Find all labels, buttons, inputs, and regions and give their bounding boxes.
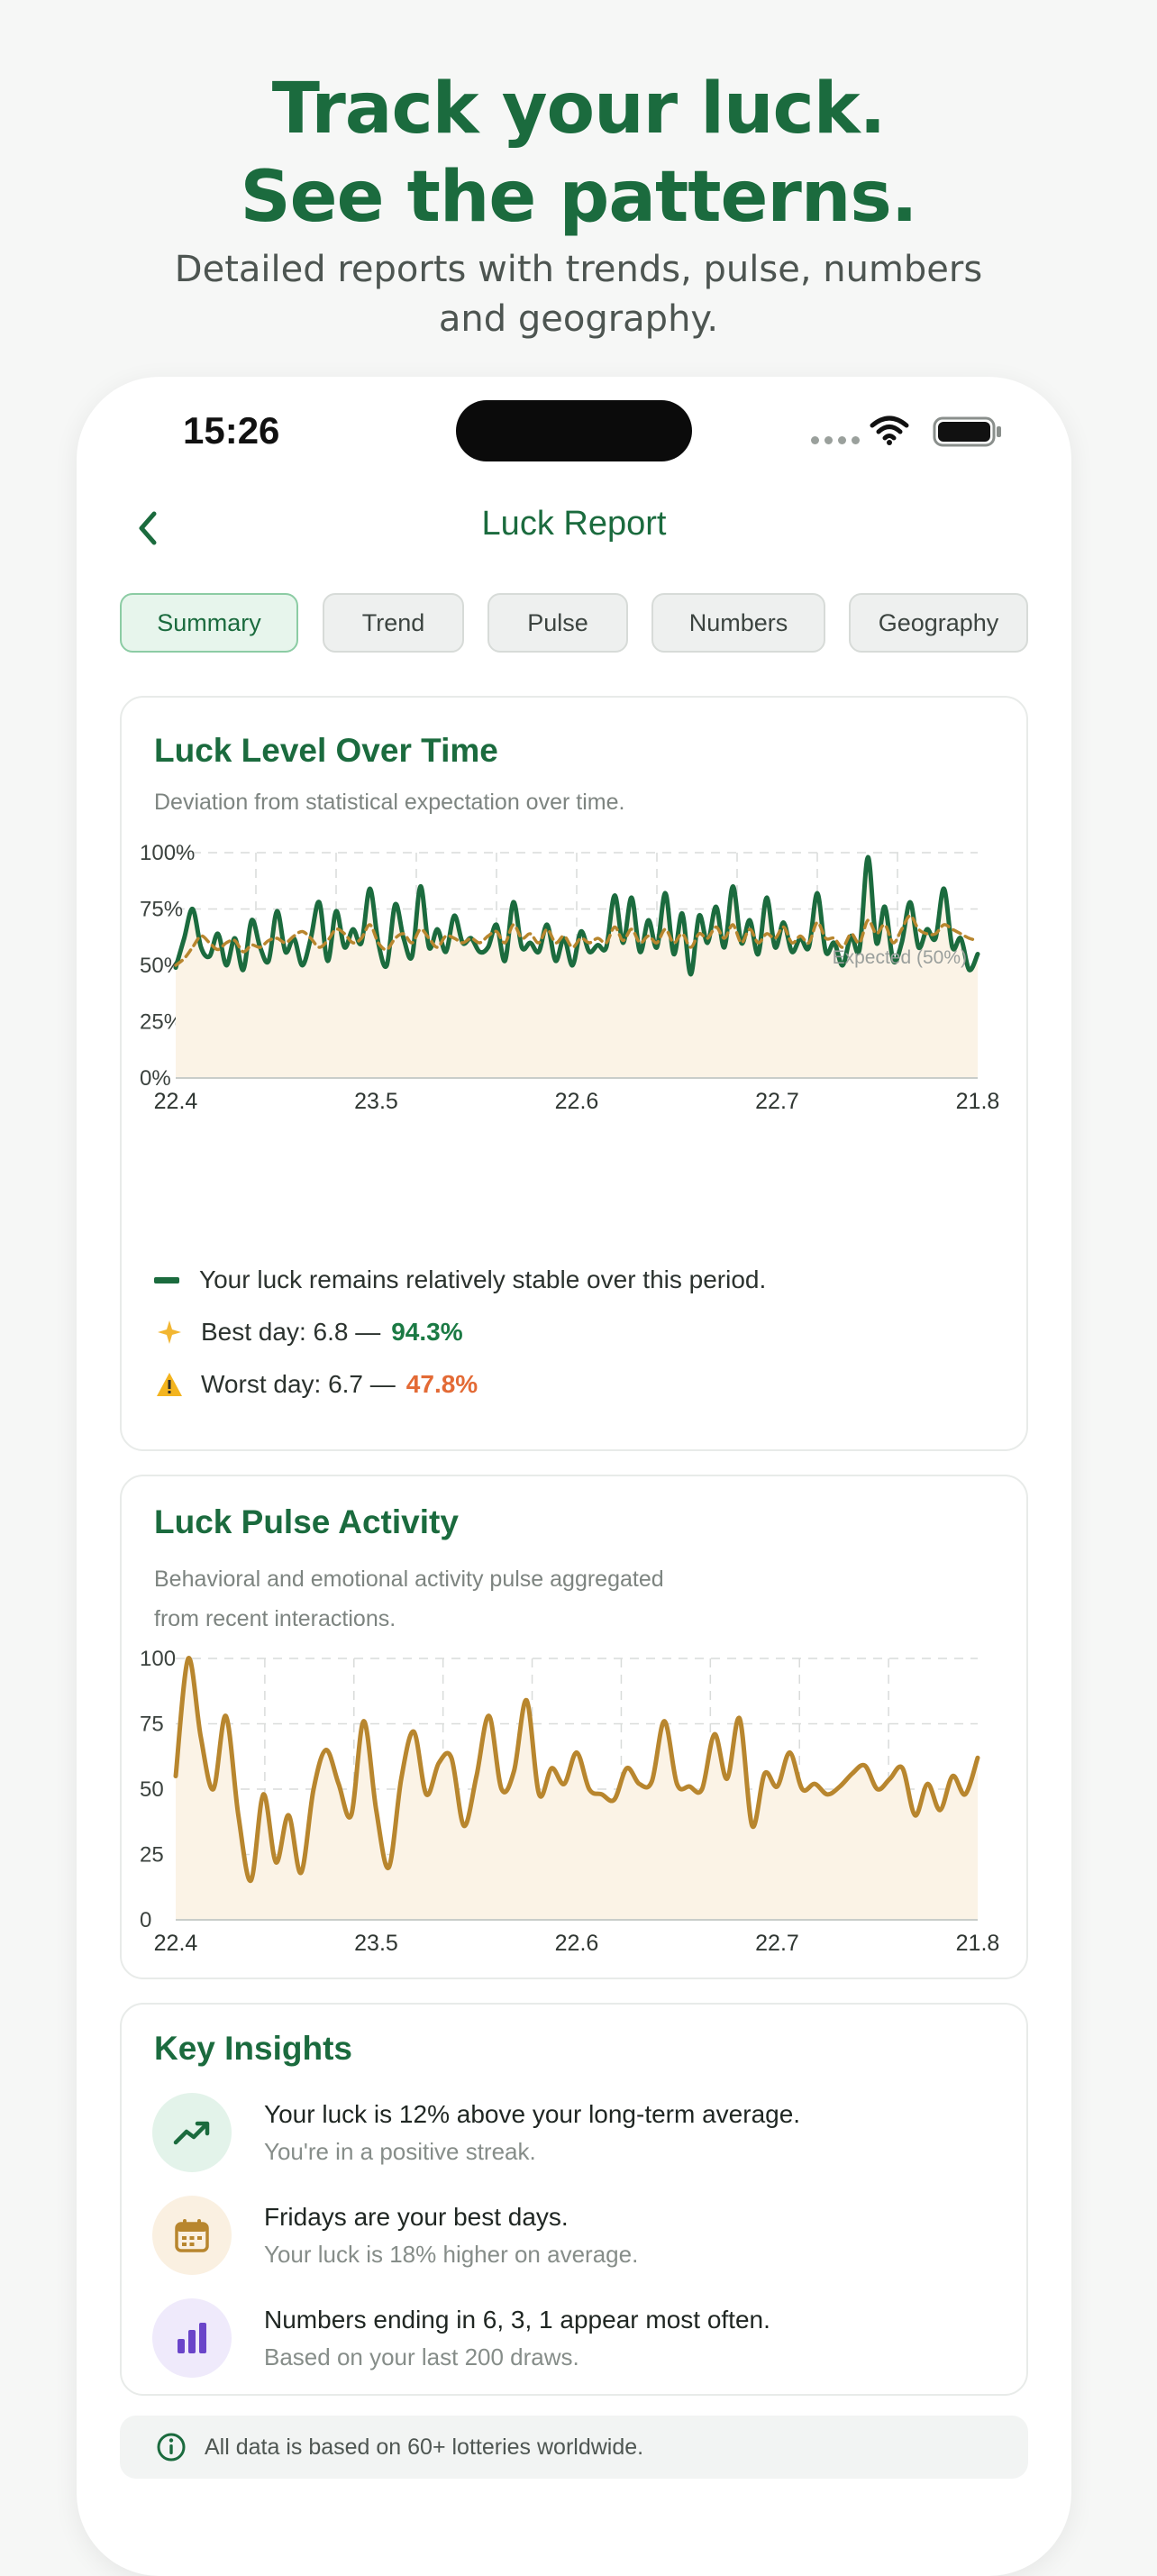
luck-pulse-chart: 0 25 50 75 100 22.4 23.5 22.6 22.7 21.8 [140,1647,1000,1956]
best-day-row: Best day: 6.8 — 94.3% [154,1318,463,1347]
x-tick-label: 21.8 [956,1089,1000,1114]
worst-day-row: Worst day: 6.7 — 47.8% [154,1370,478,1399]
area-fill [176,1658,978,1920]
insight-title: Numbers ending in 6, 3, 1 appear most of… [264,2306,770,2334]
hero-subtitle: Detailed reports with trends, pulse, num… [0,245,1157,344]
card-title: Luck Level Over Time [154,732,498,769]
legend-text: Your luck remains relatively stable over… [199,1265,767,1293]
x-tick-label: 22.7 [755,1089,799,1114]
footer-note: All data is based on 60+ lotteries world… [120,2416,1028,2479]
phone-frame: 15:26 Luck Report Summary Trend Pulse Nu… [77,377,1071,2576]
bar-chart-icon [152,2298,232,2378]
x-tick-label: 22.6 [555,1931,599,1956]
insight-desc: Based on your last 200 draws. [264,2343,579,2370]
x-tick-label: 22.4 [154,1931,198,1956]
x-tick-label: 22.4 [154,1089,198,1114]
insight-desc: Your luck is 18% higher on average. [264,2241,639,2268]
warning-icon [154,1371,185,1398]
tab-pulse[interactable]: Pulse [487,593,628,653]
tab-trend[interactable]: Trend [323,593,464,653]
y-tick-label: 75% [140,898,183,922]
x-tick-label: 21.8 [956,1931,1000,1956]
sparkle-star-icon [154,1319,185,1346]
wifi-icon [870,416,909,445]
insight-title: Fridays are your best days. [264,2203,569,2231]
y-tick-label: 50 [140,1777,164,1802]
hero-subtitle-line1: Detailed reports with trends, pulse, num… [174,249,983,290]
chevron-left-icon[interactable] [122,501,176,555]
hero-title-line1: Track your luck. [271,69,887,150]
card-subtitle: Deviation from statistical expectation o… [154,790,625,815]
card-subtitle: Behavioral and emotional activity pulse … [154,1559,664,1639]
footer-text: All data is based on 60+ lotteries world… [205,2434,644,2460]
legend-swatch [154,1276,179,1283]
hero-subtitle-line2: and geography. [438,298,719,340]
card-subtitle-line1: Behavioral and emotional activity pulse … [154,1567,664,1592]
insight-item[interactable]: Fridays are your best days. Your luck is… [152,2196,638,2275]
luck-legend: Your luck remains relatively stable over… [154,1265,766,1294]
signal-dots-icon [811,436,860,444]
y-tick-label: 100 [140,1647,176,1671]
tab-summary[interactable]: Summary [120,593,298,653]
x-tick-label: 22.6 [555,1089,599,1114]
tab-numbers[interactable]: Numbers [651,593,825,653]
insight-desc: You're in a positive streak. [264,2138,536,2165]
insight-item[interactable]: Your luck is 12% above your long-term av… [152,2093,800,2172]
worst-day-value: 47.8% [405,1370,478,1398]
key-insights-card: Key Insights Your luck is 12% above your… [120,2003,1028,2396]
luck-level-card: Luck Level Over Time Deviation from stat… [120,696,1028,1451]
best-day-label: Best day: 6.8 — [201,1318,381,1346]
card-title: Key Insights [154,2030,352,2067]
card-title: Luck Pulse Activity [154,1503,459,1540]
battery-icon [933,416,1001,447]
info-icon [157,2433,186,2462]
luck-level-chart: 0%25%50%75%100%22.4 23.5 22.6 22.7 21.8Expec… [140,841,1000,1114]
x-tick-label: 23.5 [354,1931,398,1956]
x-tick-label: 22.7 [755,1931,799,1956]
status-time: 15:26 [183,409,280,452]
hero-title-line2: See the patterns. [240,157,917,238]
dynamic-island [456,400,692,461]
luck-pulse-card: Luck Pulse Activity Behavioral and emoti… [120,1475,1028,1979]
y-tick-label: 0 [140,1908,151,1932]
series-line [174,914,979,967]
nav-title: Luck Report [481,505,667,543]
card-subtitle-line2: from recent interactions. [154,1606,396,1631]
expected-label: Expected (50%) [833,947,967,968]
tab-geography[interactable]: Geography [849,593,1028,653]
area-fill [176,856,978,1078]
calendar-icon [152,2196,232,2275]
y-tick-label: 100% [140,841,195,865]
series-line [173,854,980,977]
worst-day-label: Worst day: 6.7 — [201,1370,396,1398]
y-tick-label: 75 [140,1713,164,1737]
best-day-value: 94.3% [391,1318,463,1346]
y-tick-label: 25 [140,1843,164,1868]
x-tick-label: 23.5 [354,1089,398,1114]
y-tick-label: 0% [140,1066,171,1091]
hero-title: Track your luck. See the patterns. [0,65,1157,242]
series-line [173,1656,980,1884]
insight-item[interactable]: Numbers ending in 6, 3, 1 appear most of… [152,2298,770,2378]
trend-up-icon [152,2093,232,2172]
insight-title: Your luck is 12% above your long-term av… [264,2100,801,2128]
